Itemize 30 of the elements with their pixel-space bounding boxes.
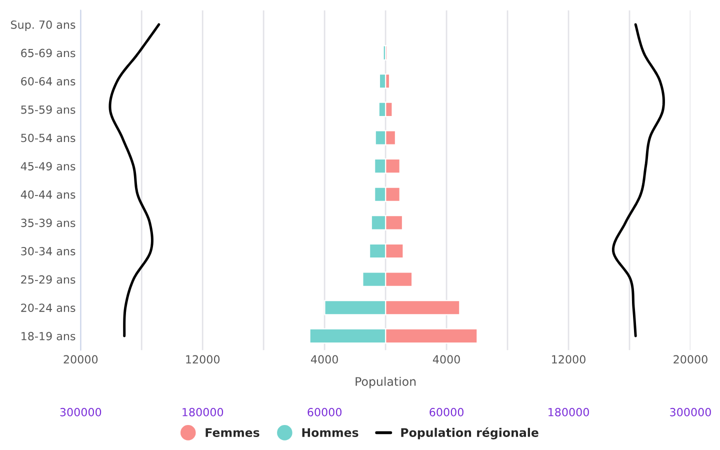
bar [382,45,386,60]
x-axis-title: Population [356,376,416,388]
x-tick-label: 4000 [310,355,338,364]
x-tick-label: 12000 [186,355,220,364]
x-tick-label: 12000 [552,355,586,364]
y-tick-label: 50-54 ans [21,134,76,142]
legend-label: Hommes [302,428,358,437]
bar [378,74,386,89]
y-tick-label: 45-49 ans [20,162,76,170]
x-tick-label: 20000 [674,355,708,364]
legend-label: Femmes [206,428,260,437]
x2-tick-label: 300000 [670,408,711,416]
y-tick-label: Sup. 70 ans [10,20,76,32]
y-tick-label: 30-34 ans [21,246,76,256]
y-tick-label: 55-59 ans [21,105,76,114]
legend-label: Population régionale [401,427,538,440]
y-tick-label: 35-39 ans [21,218,76,228]
y-tick-label: 40-44 ans [20,190,76,199]
y-tick-label: 18-19 ans [22,332,76,340]
y-tick-label: 65-69 ans [21,48,76,58]
x2-tick-label: 180000 [182,408,224,416]
x2-tick-label: 60000 [430,408,464,416]
x2-tick-label: 180000 [548,408,589,416]
x-tick-label: 4000 [432,355,460,364]
y-tick-label: 60-64 ans [21,77,76,86]
y-tick-label: 20-24 ans [21,304,76,312]
x-tick-label: 20000 [64,355,98,364]
y-tick-label: 25-29 ans [21,275,76,284]
x2-tick-label: 300000 [60,408,102,416]
x2-tick-label: 60000 [308,408,342,416]
